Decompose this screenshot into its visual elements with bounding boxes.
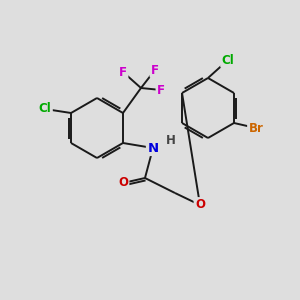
Text: N: N — [147, 142, 158, 154]
Text: Cl: Cl — [222, 53, 234, 67]
Text: F: F — [119, 65, 127, 79]
Text: O: O — [195, 199, 205, 212]
Text: F: F — [157, 83, 165, 97]
Text: O: O — [118, 176, 128, 190]
Text: F: F — [151, 64, 159, 76]
Text: Cl: Cl — [39, 103, 51, 116]
Text: H: H — [166, 134, 176, 146]
Text: Br: Br — [248, 122, 263, 134]
